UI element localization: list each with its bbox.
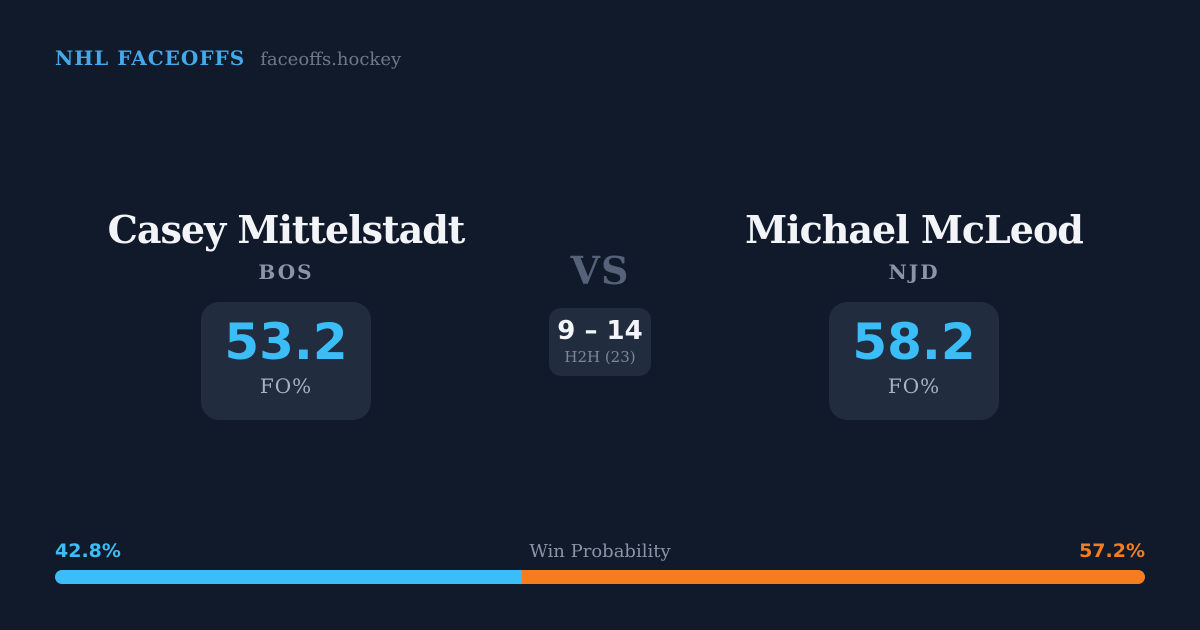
win-probability-bar-left-segment: [55, 570, 522, 584]
player-name-left: Casey Mittelstadt: [107, 207, 466, 252]
win-probability-bar: [55, 570, 1145, 584]
brand-domain: faceoffs.hockey: [260, 49, 402, 70]
stat-label-right: FO%: [887, 374, 941, 398]
player-team-right: NJD: [888, 260, 940, 284]
win-probability-title: Win Probability: [529, 541, 671, 562]
win-probability-bar-right-segment: [521, 570, 1145, 584]
matchup-center: VS 9 – 14 H2H (23): [500, 250, 700, 376]
win-probability-labels: 42.8% Win Probability 57.2%: [55, 540, 1145, 564]
player-panel-left: Casey Mittelstadt BOS 53.2 FO%: [86, 208, 486, 420]
site-header: NHL FACEOFFS faceoffs.hockey: [55, 46, 401, 70]
stat-card-right: 58.2 FO%: [829, 302, 999, 420]
win-probability-right-pct: 57.2%: [1079, 540, 1145, 562]
player-team-left: BOS: [258, 260, 314, 284]
stat-value-right: 58.2: [852, 313, 976, 371]
h2h-label: H2H (23): [564, 347, 636, 366]
win-probability-left-pct: 42.8%: [55, 540, 121, 562]
stat-card-left: 53.2 FO%: [201, 302, 371, 420]
player-name-right: Michael McLeod: [745, 207, 1084, 252]
h2h-card: 9 – 14 H2H (23): [549, 308, 651, 376]
brand-title: NHL FACEOFFS: [55, 46, 246, 70]
player-panel-right: Michael McLeod NJD 58.2 FO%: [714, 208, 1114, 420]
stat-value-left: 53.2: [224, 313, 348, 371]
stat-label-left: FO%: [259, 374, 313, 398]
h2h-score: 9 – 14: [557, 316, 643, 346]
win-probability-section: 42.8% Win Probability 57.2%: [55, 540, 1145, 584]
vs-label: VS: [570, 248, 630, 293]
